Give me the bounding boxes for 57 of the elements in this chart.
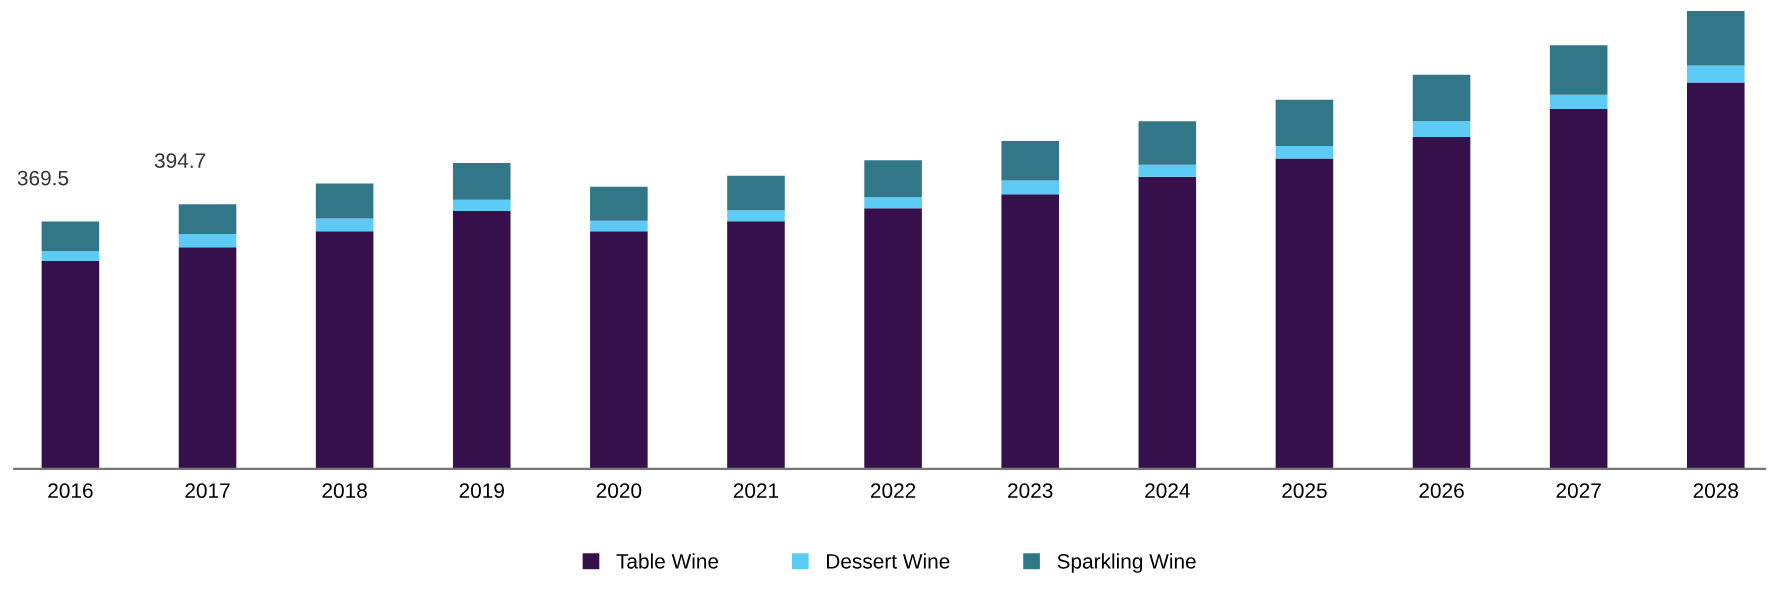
- bar: [727, 175, 785, 211]
- bar: [1549, 108, 1608, 469]
- legend-label: Table Wine: [616, 553, 719, 569]
- bar: [1686, 82, 1745, 469]
- x-tick-label: 2021: [733, 483, 779, 499]
- bar: [1138, 176, 1197, 469]
- bar: [1549, 94, 1608, 109]
- bar: [1275, 158, 1334, 469]
- bar: [1549, 45, 1608, 95]
- bar: [1001, 194, 1059, 469]
- x-tick-label: 2026: [1419, 483, 1464, 499]
- bar: [41, 251, 100, 261]
- bar: [178, 247, 237, 469]
- bar: [864, 160, 922, 198]
- bar: [315, 218, 374, 232]
- bar: [452, 211, 511, 469]
- bar: [1412, 120, 1471, 137]
- bar: [315, 183, 374, 219]
- bar: [727, 221, 785, 469]
- bar: [1686, 10, 1745, 66]
- bar: [1001, 180, 1059, 195]
- bar: [41, 260, 100, 469]
- bar: [452, 163, 511, 200]
- bar: [1275, 146, 1334, 159]
- bar: [1412, 136, 1471, 469]
- bar: [1686, 65, 1745, 83]
- bar: [1001, 141, 1059, 181]
- bar: [864, 197, 922, 209]
- bar: [1138, 164, 1197, 177]
- bar: [864, 208, 922, 469]
- bar: [590, 186, 648, 221]
- bar: [590, 231, 648, 469]
- x-tick-label: 2020: [596, 483, 642, 499]
- x-tick-label: 2017: [185, 483, 230, 499]
- bar: [1138, 121, 1197, 165]
- x-tick-label: 2019: [459, 483, 504, 499]
- annotation: 369.5: [17, 170, 69, 186]
- legend-label: Sparkling Wine: [1057, 553, 1196, 573]
- bar: [41, 221, 100, 252]
- x-tick-label: 2023: [1008, 483, 1053, 499]
- x-tick-label: 2022: [870, 483, 916, 499]
- x-tick-label: 2018: [322, 483, 367, 499]
- bar: [1275, 99, 1334, 147]
- x-tick-label: 2025: [1282, 483, 1327, 499]
- annotation: 394.7: [154, 153, 206, 169]
- x-tick-label: 2024: [1145, 483, 1190, 499]
- x-tick-label: 2028: [1693, 483, 1739, 499]
- bar: [178, 204, 237, 234]
- bar: [727, 210, 785, 222]
- legend-label: Dessert Wine: [826, 553, 950, 569]
- bar: [1412, 74, 1471, 121]
- bar: [178, 233, 237, 248]
- x-tick-label: 2027: [1556, 483, 1601, 499]
- bar: [452, 199, 511, 212]
- bar: [590, 220, 648, 232]
- bar: [315, 231, 374, 469]
- x-tick-label: 2016: [48, 483, 93, 499]
